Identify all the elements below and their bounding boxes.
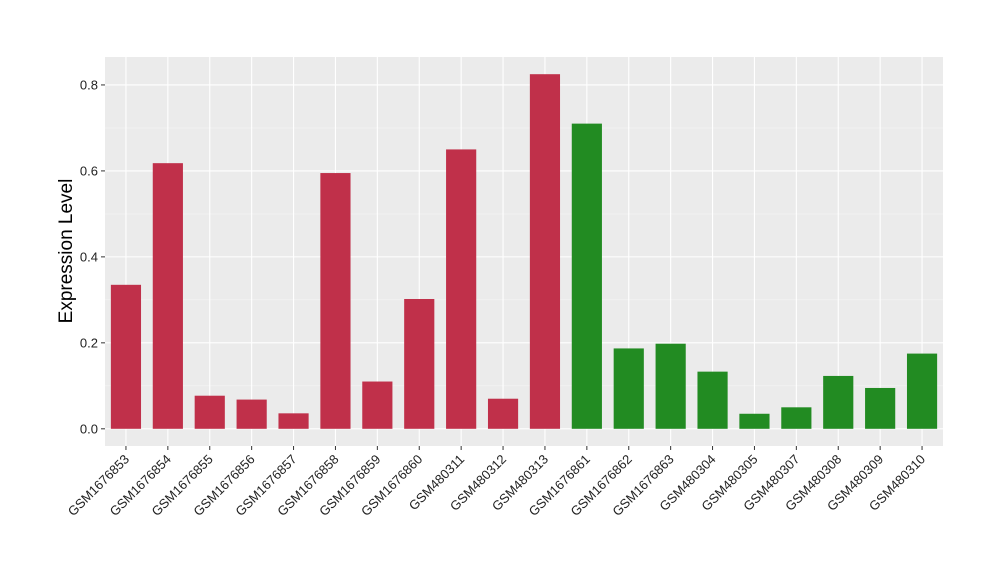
y-tick-label: 0.4 <box>80 249 98 264</box>
bar <box>529 74 561 429</box>
bar <box>404 298 435 429</box>
bar <box>320 173 351 429</box>
bar <box>446 149 477 429</box>
bars <box>110 74 938 429</box>
bar <box>865 387 896 429</box>
bar <box>152 163 183 429</box>
bar <box>655 343 686 429</box>
bar <box>362 381 393 429</box>
bar <box>278 413 309 429</box>
bar <box>487 398 519 429</box>
bar <box>613 348 644 429</box>
y-axis-title: Expression Level <box>56 179 77 324</box>
y-tick-label: 0.2 <box>80 335 98 350</box>
bar <box>571 123 602 429</box>
bar <box>697 371 728 429</box>
bar <box>739 413 770 429</box>
bar <box>823 375 854 429</box>
plot-panel <box>105 57 943 446</box>
bar <box>236 399 267 429</box>
bar <box>906 353 938 429</box>
bar <box>781 407 812 429</box>
y-axis: 0.0 0.2 0.4 0.6 0.8 <box>80 77 105 436</box>
y-tick-label: 0.8 <box>80 77 98 92</box>
y-tick-label: 0.6 <box>80 163 98 178</box>
x-axis: GSM1676853GSM1676854GSM1676855GSM1676856… <box>65 446 928 519</box>
bar <box>194 395 225 429</box>
y-tick-label: 0.0 <box>80 421 98 436</box>
bar <box>110 284 142 429</box>
